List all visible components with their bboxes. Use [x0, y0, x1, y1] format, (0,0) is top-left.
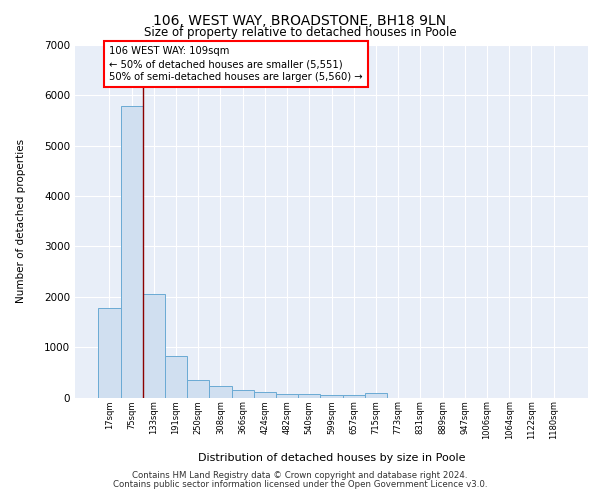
Bar — [143, 294, 165, 398]
Bar — [232, 390, 254, 398]
Bar — [254, 392, 276, 398]
Text: 106 WEST WAY: 109sqm
← 50% of detached houses are smaller (5,551)
50% of semi-de: 106 WEST WAY: 109sqm ← 50% of detached h… — [109, 46, 363, 82]
Bar — [343, 395, 365, 398]
Bar — [165, 356, 187, 398]
X-axis label: Distribution of detached houses by size in Poole: Distribution of detached houses by size … — [198, 453, 465, 463]
Bar — [209, 386, 232, 398]
Bar — [98, 308, 121, 398]
Y-axis label: Number of detached properties: Number of detached properties — [16, 139, 26, 304]
Bar — [320, 394, 343, 398]
Bar — [276, 394, 298, 398]
Text: 106, WEST WAY, BROADSTONE, BH18 9LN: 106, WEST WAY, BROADSTONE, BH18 9LN — [154, 14, 446, 28]
Text: Size of property relative to detached houses in Poole: Size of property relative to detached ho… — [143, 26, 457, 39]
Bar — [298, 394, 320, 398]
Bar — [365, 392, 387, 398]
Bar — [187, 380, 209, 398]
Text: Contains public sector information licensed under the Open Government Licence v3: Contains public sector information licen… — [113, 480, 487, 489]
Bar — [121, 106, 143, 398]
Text: Contains HM Land Registry data © Crown copyright and database right 2024.: Contains HM Land Registry data © Crown c… — [132, 471, 468, 480]
